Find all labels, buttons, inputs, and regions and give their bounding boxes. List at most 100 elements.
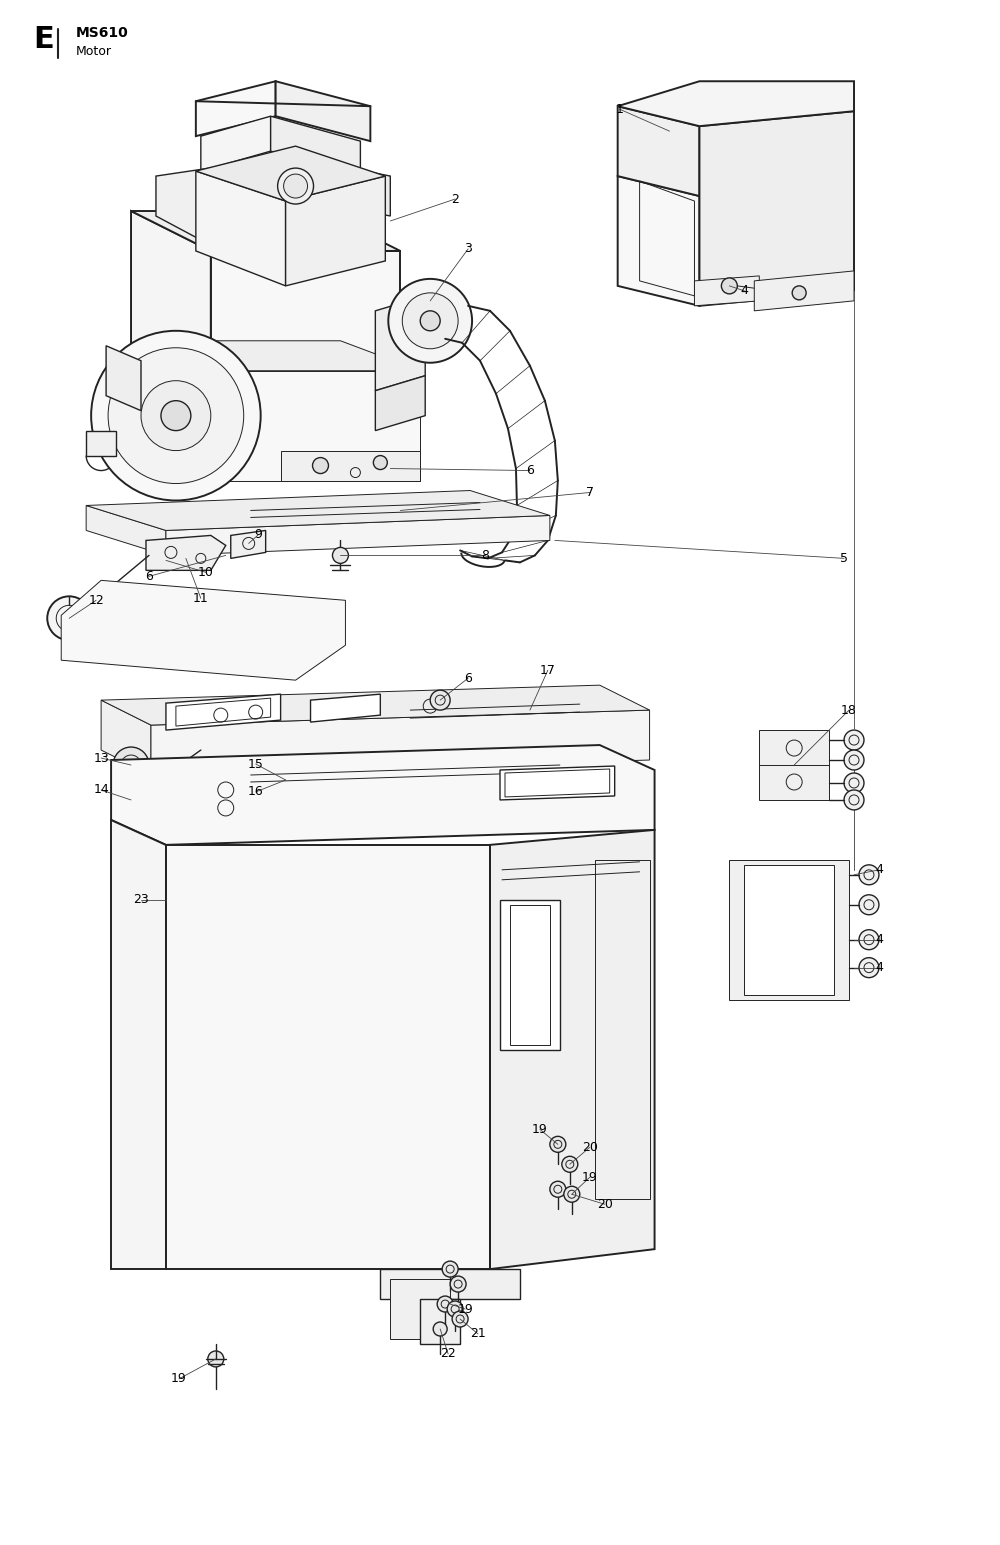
- Polygon shape: [390, 1279, 450, 1340]
- Circle shape: [47, 596, 91, 640]
- Text: E: E: [33, 25, 54, 54]
- Circle shape: [430, 691, 450, 711]
- Polygon shape: [281, 451, 420, 480]
- Polygon shape: [286, 176, 385, 286]
- Circle shape: [859, 865, 879, 885]
- Text: 6: 6: [145, 570, 153, 582]
- Text: 20: 20: [582, 1140, 598, 1154]
- Circle shape: [283, 777, 289, 783]
- Polygon shape: [211, 250, 400, 420]
- Polygon shape: [86, 431, 116, 456]
- Polygon shape: [196, 147, 385, 201]
- Polygon shape: [166, 516, 550, 555]
- Circle shape: [844, 731, 864, 749]
- Polygon shape: [141, 341, 420, 371]
- Polygon shape: [131, 212, 211, 420]
- Circle shape: [420, 311, 440, 331]
- Polygon shape: [375, 375, 425, 431]
- Text: 7: 7: [586, 487, 594, 499]
- Polygon shape: [166, 694, 281, 731]
- Circle shape: [844, 789, 864, 810]
- Circle shape: [161, 400, 191, 431]
- Text: 17: 17: [540, 664, 556, 677]
- Text: 2: 2: [451, 193, 459, 205]
- Circle shape: [402, 294, 458, 349]
- Polygon shape: [221, 371, 420, 480]
- Text: 8: 8: [481, 548, 489, 562]
- Text: 1: 1: [616, 102, 624, 116]
- Circle shape: [388, 772, 412, 797]
- Text: 23: 23: [133, 893, 149, 907]
- Polygon shape: [618, 107, 699, 196]
- Text: 10: 10: [198, 565, 214, 579]
- Text: 21: 21: [470, 1327, 486, 1341]
- Circle shape: [433, 1323, 447, 1336]
- Polygon shape: [618, 176, 699, 306]
- Text: 14: 14: [93, 783, 109, 797]
- Text: MS610: MS610: [76, 26, 129, 40]
- Text: 12: 12: [88, 593, 104, 607]
- Polygon shape: [131, 212, 400, 250]
- Polygon shape: [699, 111, 854, 306]
- Circle shape: [550, 1136, 566, 1153]
- Text: 4: 4: [875, 961, 883, 975]
- Circle shape: [447, 1301, 463, 1316]
- Polygon shape: [106, 346, 141, 411]
- Circle shape: [141, 380, 211, 451]
- Circle shape: [272, 766, 300, 794]
- Polygon shape: [86, 490, 550, 530]
- Circle shape: [562, 1156, 578, 1173]
- Text: 11: 11: [193, 592, 209, 604]
- Polygon shape: [375, 295, 425, 391]
- Text: 19: 19: [457, 1302, 473, 1315]
- Text: 22: 22: [440, 1347, 456, 1361]
- Polygon shape: [694, 277, 759, 306]
- Circle shape: [91, 331, 261, 501]
- Polygon shape: [156, 156, 291, 256]
- Text: 19: 19: [171, 1372, 187, 1386]
- Polygon shape: [146, 536, 226, 570]
- Circle shape: [452, 1312, 468, 1327]
- Polygon shape: [754, 270, 854, 311]
- Circle shape: [844, 772, 864, 793]
- Polygon shape: [490, 830, 655, 1268]
- Polygon shape: [618, 82, 854, 127]
- Text: 19: 19: [582, 1171, 598, 1183]
- Polygon shape: [101, 684, 650, 725]
- Polygon shape: [111, 745, 655, 845]
- Polygon shape: [86, 505, 166, 555]
- Polygon shape: [291, 156, 390, 216]
- Polygon shape: [61, 581, 345, 680]
- Circle shape: [450, 1276, 466, 1292]
- Polygon shape: [196, 82, 276, 136]
- Text: 18: 18: [841, 703, 857, 717]
- Polygon shape: [231, 530, 266, 558]
- Text: 4: 4: [875, 864, 883, 876]
- Text: 6: 6: [526, 464, 534, 477]
- Circle shape: [113, 748, 149, 783]
- Text: 16: 16: [248, 785, 264, 799]
- Circle shape: [313, 457, 328, 473]
- Polygon shape: [500, 899, 560, 1049]
- Circle shape: [721, 278, 737, 294]
- Circle shape: [332, 547, 348, 564]
- Circle shape: [550, 1182, 566, 1197]
- Circle shape: [208, 1350, 224, 1367]
- Polygon shape: [500, 766, 615, 800]
- Polygon shape: [311, 694, 380, 722]
- Circle shape: [564, 1187, 580, 1202]
- Polygon shape: [744, 865, 834, 995]
- Circle shape: [388, 280, 472, 363]
- Polygon shape: [380, 1268, 520, 1299]
- Polygon shape: [271, 116, 360, 176]
- Circle shape: [64, 613, 74, 623]
- Circle shape: [859, 930, 879, 950]
- Polygon shape: [759, 731, 829, 800]
- Text: 3: 3: [464, 243, 472, 255]
- Polygon shape: [276, 82, 370, 141]
- Text: 6: 6: [464, 672, 472, 684]
- Circle shape: [844, 749, 864, 769]
- Circle shape: [859, 958, 879, 978]
- Circle shape: [127, 762, 135, 769]
- Polygon shape: [201, 116, 271, 171]
